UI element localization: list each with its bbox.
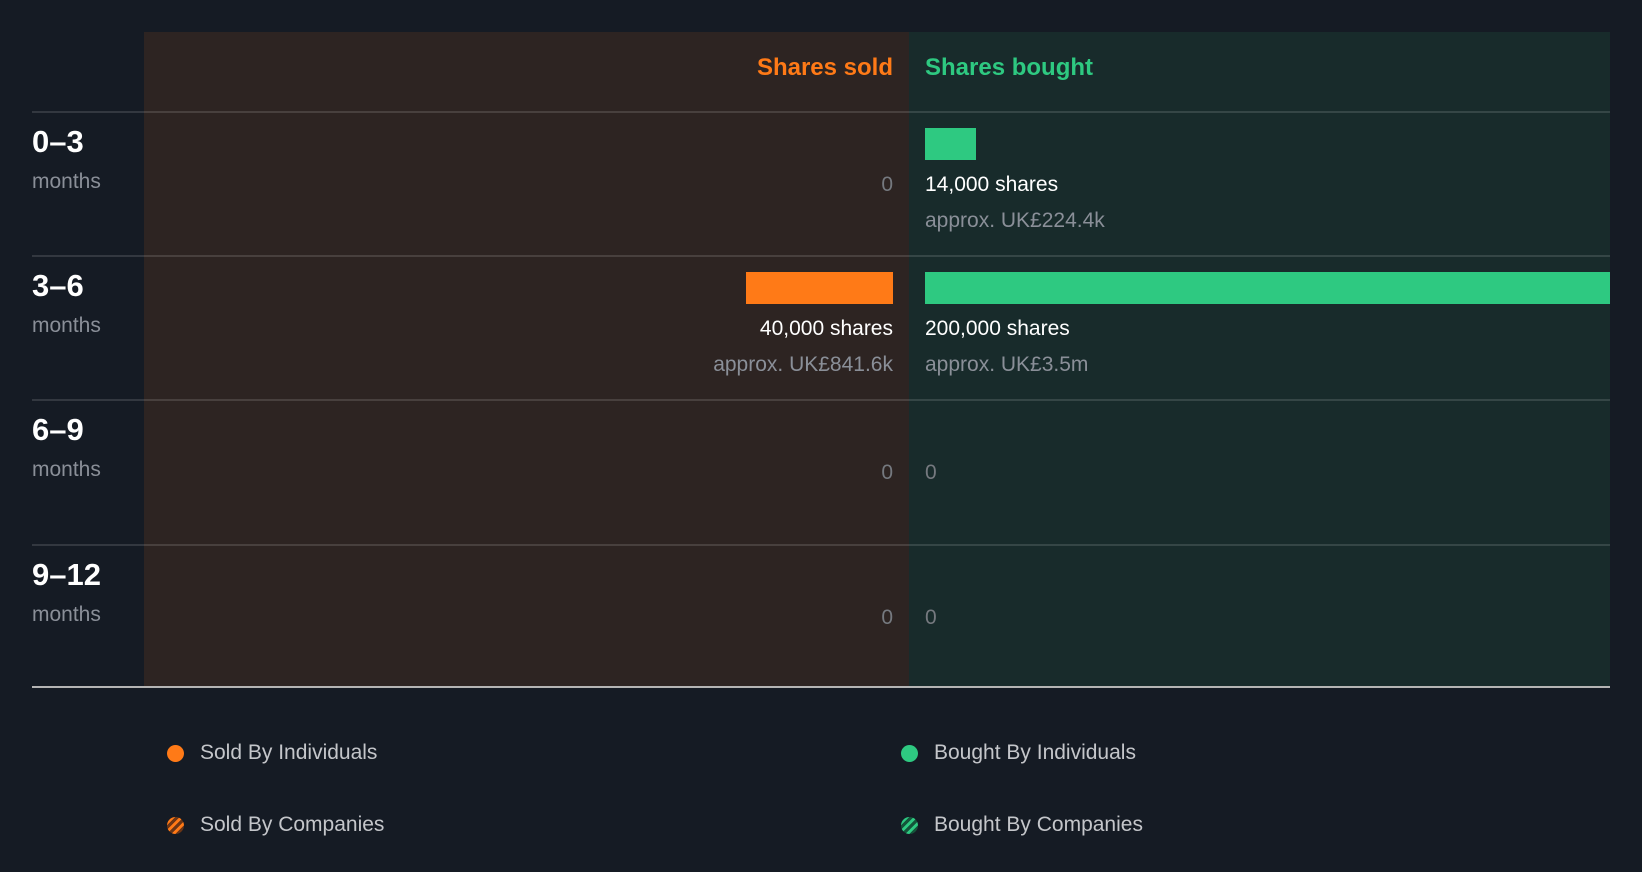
sold-cell: 0 (173, 545, 893, 689)
period-unit: months (32, 170, 101, 193)
sold-cell: 0 (173, 112, 893, 256)
bought-panel (909, 32, 1610, 686)
axis-line (32, 686, 1610, 688)
bought-shares: 200,000 shares (925, 317, 1070, 340)
sold-zero-value: 0 (881, 173, 893, 196)
period-range: 9–12 (32, 557, 101, 592)
row-divider (32, 544, 1610, 546)
orange-dot-icon (167, 744, 184, 762)
period-range: 6–9 (32, 412, 84, 447)
legend-bought-companies[interactable]: Bought By Companies (901, 813, 1143, 837)
sold-value: approx. UK£841.6k (713, 353, 893, 376)
bought-cell: 14,000 shares approx. UK£224.4k (925, 112, 1610, 256)
bought-zero-value: 0 (925, 606, 937, 629)
bought-value: approx. UK£3.5m (925, 353, 1089, 376)
bought-cell: 200,000 shares approx. UK£3.5m (925, 256, 1610, 400)
legend-sold-companies[interactable]: Sold By Companies (167, 813, 384, 837)
bought-bar[interactable] (925, 272, 1610, 304)
bought-zero-value: 0 (925, 461, 937, 484)
period-row-6-9: 6–9 months 0 0 (0, 400, 1642, 544)
period-label: 9–12 months (32, 555, 101, 629)
row-divider (32, 255, 1610, 257)
period-range: 3–6 (32, 268, 84, 303)
period-unit: months (32, 314, 101, 337)
period-label: 6–9 months (32, 410, 101, 484)
legend-label: Bought By Individuals (934, 741, 1136, 764)
period-row-9-12: 9–12 months 0 0 (0, 545, 1642, 689)
bought-bar[interactable] (925, 128, 976, 160)
period-range: 0–3 (32, 124, 84, 159)
period-unit: months (32, 603, 101, 626)
sold-zero-value: 0 (881, 606, 893, 629)
legend-label: Sold By Individuals (200, 741, 378, 764)
sold-panel (144, 32, 909, 686)
sold-bar[interactable] (746, 272, 893, 304)
sold-shares: 40,000 shares (759, 317, 893, 340)
green-dot-icon (901, 744, 918, 762)
bought-shares: 14,000 shares (925, 173, 1059, 196)
row-divider (32, 111, 1610, 113)
row-divider (32, 399, 1610, 401)
bought-cell: 0 (925, 545, 1610, 689)
sold-cell: 0 (173, 400, 893, 544)
legend-sold-individuals[interactable]: Sold By Individuals (167, 741, 377, 765)
shares-sold-header: Shares sold (756, 54, 893, 81)
green-striped-dot-icon (901, 816, 918, 834)
orange-striped-dot-icon (167, 816, 184, 834)
period-row-0-3: 0–3 months 0 14,000 shares approx. UK£22… (0, 112, 1642, 256)
legend-label: Sold By Companies (200, 813, 385, 836)
period-row-3-6: 3–6 months 40,000 shares approx. UK£841.… (0, 256, 1642, 400)
period-unit: months (32, 458, 101, 481)
period-label: 3–6 months (32, 266, 101, 340)
period-label: 0–3 months (32, 122, 101, 196)
sold-zero-value: 0 (881, 461, 893, 484)
shares-bought-header: Shares bought (925, 54, 1094, 81)
bought-cell: 0 (925, 400, 1610, 544)
bought-value: approx. UK£224.4k (925, 209, 1105, 232)
legend-bought-individuals[interactable]: Bought By Individuals (901, 741, 1136, 765)
sold-cell: 40,000 shares approx. UK£841.6k (173, 256, 893, 400)
legend-label: Bought By Companies (934, 813, 1143, 836)
